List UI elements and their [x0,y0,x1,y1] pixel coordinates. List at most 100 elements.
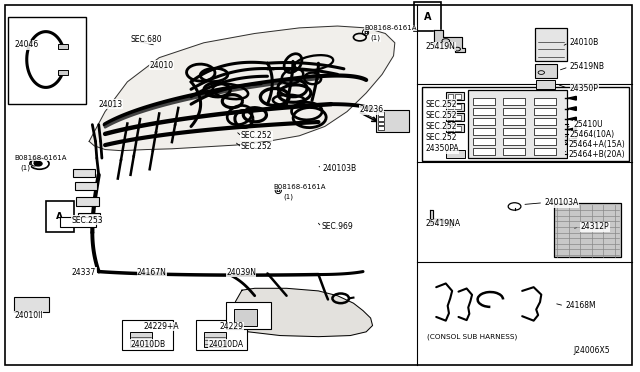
Bar [536,80,556,89]
Text: B08168-6161A: B08168-6161A [274,184,326,190]
Text: 24039N: 24039N [226,268,256,277]
Bar [468,90,567,158]
Text: 24167N: 24167N [137,268,167,277]
Text: 24010DA: 24010DA [209,340,244,349]
Text: 24337: 24337 [72,268,96,277]
Text: 25464+B(20A): 25464+B(20A) [568,150,625,159]
Bar [503,148,525,155]
Bar [122,320,173,350]
Bar [534,148,556,155]
Polygon shape [568,138,577,142]
Text: 25464(10A): 25464(10A) [570,130,615,139]
Bar [378,112,384,116]
Text: B: B [276,188,281,193]
Bar [72,169,95,177]
Text: 24350P: 24350P [570,84,599,93]
Bar [378,117,384,121]
Polygon shape [568,128,577,131]
Bar [554,203,621,257]
Text: (1): (1) [284,193,293,200]
Text: SEC.252: SEC.252 [241,131,272,140]
Polygon shape [89,26,395,151]
Text: SEC.253: SEC.253 [71,216,103,225]
Bar [448,126,453,131]
Bar [448,104,453,109]
Text: 24350PA: 24350PA [426,144,459,153]
Text: SEC.252: SEC.252 [426,111,457,120]
Bar [472,128,495,135]
Text: SEC.252: SEC.252 [426,100,457,109]
Text: (CONSOL SUB HARNESS): (CONSOL SUB HARNESS) [427,333,517,340]
Bar [455,104,461,109]
Bar [204,332,226,347]
Bar [534,118,556,125]
Bar [58,44,68,49]
Bar [503,128,525,135]
Text: 24236: 24236 [360,105,384,114]
Bar [534,98,556,105]
Polygon shape [568,117,577,121]
Bar [534,128,556,135]
Bar [535,64,557,78]
Text: 24168M: 24168M [566,301,596,310]
Text: A: A [56,212,63,221]
Text: 25419NA: 25419NA [426,219,461,228]
Text: 24312P: 24312P [580,222,609,231]
Text: 25464+A(15A): 25464+A(15A) [568,140,625,149]
Bar [130,332,152,347]
Bar [446,103,463,111]
Bar [503,108,525,115]
Bar [14,297,49,312]
Text: J24006X5: J24006X5 [573,346,610,355]
Bar [376,110,409,132]
Bar [503,118,525,125]
Polygon shape [568,107,577,110]
Text: 24046: 24046 [14,40,38,49]
Polygon shape [430,210,452,227]
Bar [472,138,495,145]
Bar [76,197,99,206]
Bar [448,115,453,120]
Bar [455,126,461,131]
Text: 24013: 24013 [99,100,123,109]
Polygon shape [232,288,372,337]
Bar [535,28,567,61]
Bar [446,124,463,132]
Bar [234,309,257,326]
Bar [472,108,495,115]
Bar [503,98,525,105]
Bar [472,98,495,105]
Text: 25419NB: 25419NB [570,62,605,71]
Text: 25410U: 25410U [573,120,603,129]
Bar [448,94,453,99]
Bar [455,115,461,120]
Circle shape [35,161,42,166]
Text: 24229+A: 24229+A [143,322,179,331]
Bar [378,122,384,125]
Bar [446,113,463,121]
Text: B08168-6161A: B08168-6161A [364,25,417,31]
Bar [61,217,95,227]
Bar [226,302,271,329]
Bar [534,108,556,115]
Text: SEC.969: SEC.969 [321,222,353,231]
Text: 24010: 24010 [150,61,174,70]
Bar [378,126,384,130]
Text: 24010II: 24010II [14,311,43,320]
Bar [8,17,86,104]
Text: 24010B: 24010B [570,38,599,47]
Text: SEC.252: SEC.252 [426,122,457,131]
Text: B: B [363,30,368,35]
Bar [74,182,97,190]
Text: 25419N: 25419N [426,42,455,51]
Polygon shape [435,30,465,52]
Bar [446,150,465,158]
Bar [503,138,525,145]
Text: B08168-6161A: B08168-6161A [14,155,67,161]
Bar [58,70,68,75]
Text: SEC.252: SEC.252 [426,133,457,142]
Text: SEC.252: SEC.252 [241,142,272,151]
Bar [472,148,495,155]
Bar [455,94,461,99]
Text: 240103A: 240103A [545,198,579,207]
